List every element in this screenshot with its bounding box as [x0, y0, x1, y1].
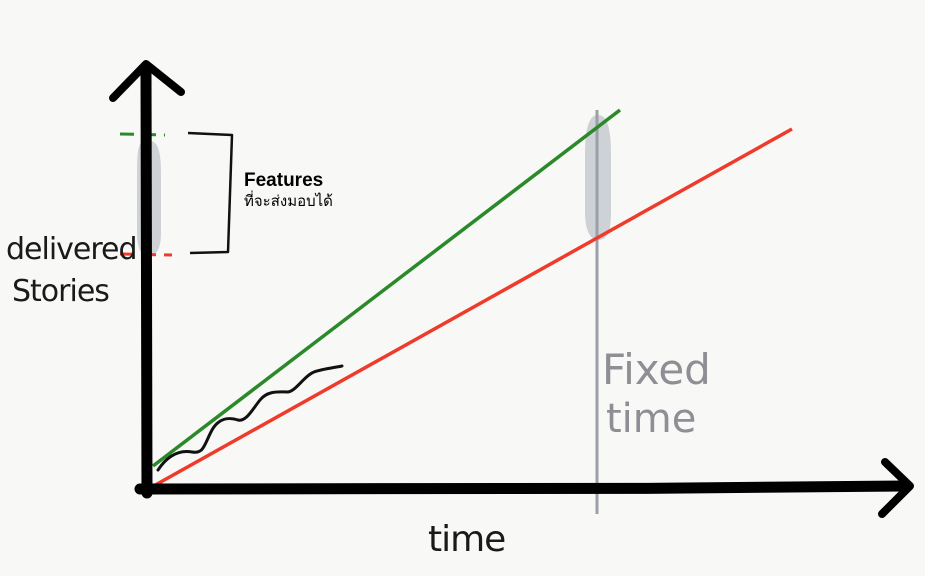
y-axis-arrowhead	[109, 60, 185, 102]
y-axis-label-line2: Stories	[12, 274, 109, 309]
features-bracket	[187, 131, 234, 255]
y-axis	[140, 66, 153, 499]
fixed-time-label-line1: Fixed	[602, 345, 711, 394]
actual-progress-squiggle	[156, 364, 344, 472]
x-axis-arrowhead	[878, 458, 914, 518]
features-subtitle: ที่จะส่งมอบได้	[244, 193, 333, 210]
features-annotation: Features ที่จะส่งมอบได้	[244, 170, 404, 212]
pessimistic-trend-line	[149, 127, 793, 490]
y-axis-label-line1: delivered	[6, 232, 137, 267]
optimistic-trend-line	[151, 108, 622, 468]
x-axis-label: time	[428, 519, 505, 560]
x-axis	[134, 480, 911, 495]
fixed-time-label-line2: time	[606, 396, 696, 442]
features-title: Features	[244, 170, 324, 191]
